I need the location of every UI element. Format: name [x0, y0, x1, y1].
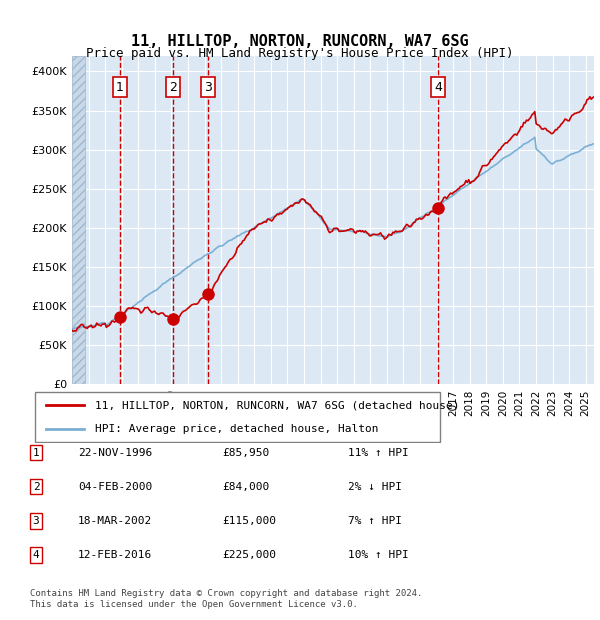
Text: 1: 1: [116, 81, 124, 94]
Text: 4: 4: [32, 550, 40, 560]
Text: 10% ↑ HPI: 10% ↑ HPI: [348, 550, 409, 560]
Text: 4: 4: [434, 81, 442, 94]
FancyBboxPatch shape: [35, 392, 440, 442]
Text: Price paid vs. HM Land Registry's House Price Index (HPI): Price paid vs. HM Land Registry's House …: [86, 46, 514, 60]
Text: 1: 1: [32, 448, 40, 458]
Text: £85,950: £85,950: [222, 448, 269, 458]
Text: 04-FEB-2000: 04-FEB-2000: [78, 482, 152, 492]
Text: 11, HILLTOP, NORTON, RUNCORN, WA7 6SG (detached house): 11, HILLTOP, NORTON, RUNCORN, WA7 6SG (d…: [95, 401, 460, 410]
Text: 3: 3: [204, 81, 212, 94]
Text: 11% ↑ HPI: 11% ↑ HPI: [348, 448, 409, 458]
Text: £84,000: £84,000: [222, 482, 269, 492]
Text: £225,000: £225,000: [222, 550, 276, 560]
Text: 2% ↓ HPI: 2% ↓ HPI: [348, 482, 402, 492]
Text: 2: 2: [32, 482, 40, 492]
Text: HPI: Average price, detached house, Halton: HPI: Average price, detached house, Halt…: [95, 423, 379, 433]
Text: 7% ↑ HPI: 7% ↑ HPI: [348, 516, 402, 526]
Text: 22-NOV-1996: 22-NOV-1996: [78, 448, 152, 458]
Text: 3: 3: [32, 516, 40, 526]
Text: 12-FEB-2016: 12-FEB-2016: [78, 550, 152, 560]
Text: 2: 2: [169, 81, 177, 94]
Text: Contains HM Land Registry data © Crown copyright and database right 2024.
This d: Contains HM Land Registry data © Crown c…: [30, 590, 422, 609]
Text: £115,000: £115,000: [222, 516, 276, 526]
Text: 18-MAR-2002: 18-MAR-2002: [78, 516, 152, 526]
Text: 11, HILLTOP, NORTON, RUNCORN, WA7 6SG: 11, HILLTOP, NORTON, RUNCORN, WA7 6SG: [131, 34, 469, 49]
